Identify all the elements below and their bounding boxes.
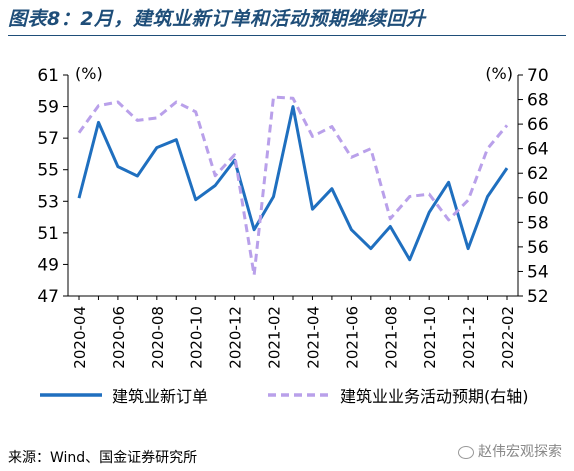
right-y-unit: (%) [485,64,513,83]
x-tick-label: 2020-12 [227,306,245,369]
right-y-tick-label: 54 [527,262,549,282]
left-y-tick-label: 49 [37,255,59,275]
right-y-tick-label: 56 [527,238,549,258]
series-line-2 [77,95,509,277]
left-y-tick-label: 61 [37,66,59,86]
x-tick-label: 2021-06 [343,306,361,369]
x-tick-label: 2021-10 [421,306,439,369]
right-y-tick-label: 52 [527,287,549,307]
watermark: 赵伟宏观探索 [458,441,562,461]
left-y-tick-label: 59 [37,98,59,118]
watermark-text: 赵伟宏观探索 [478,444,562,460]
x-tick-label: 2021-08 [382,306,400,369]
x-tick-label: 2022-02 [499,306,517,369]
x-tick-label: 2020-10 [188,306,206,369]
left-y-tick-label: 53 [37,192,59,212]
title-divider [8,35,566,36]
x-tick-label: 2020-06 [110,306,128,369]
wechat-icon [458,445,474,459]
source-note: 来源：Wind、国金证券研究所 [8,450,198,466]
right-y-tick-label: 68 [527,91,549,111]
x-tick-label: 2021-02 [266,306,284,369]
chart-title: 图表8：2月，建筑业新订单和活动预期继续回升 [8,8,426,30]
right-y-tick-label: 60 [527,189,549,209]
left-y-tick-label: 55 [37,161,59,181]
left-y-tick-label: 47 [37,287,59,307]
right-y-tick-label: 62 [527,164,549,184]
right-y-tick-label: 58 [527,213,549,233]
legend-label-1: 建筑业新订单 [112,387,208,406]
left-y-unit: (%) [75,64,103,83]
right-y-tick-label: 64 [527,140,549,160]
left-y-tick-label: 57 [37,129,59,149]
x-tick-label: 2020-08 [149,306,167,369]
x-tick-label: 2021-12 [460,306,478,369]
x-tick-label: 2021-04 [304,306,322,369]
series-line-1 [77,105,509,262]
x-tick-label: 2020-04 [71,306,89,369]
left-y-tick-label: 51 [37,224,59,244]
legend-label-2: 建筑业业务活动预期(右轴) [340,387,529,406]
right-y-tick-label: 66 [527,115,549,135]
right-y-tick-label: 70 [527,66,549,86]
